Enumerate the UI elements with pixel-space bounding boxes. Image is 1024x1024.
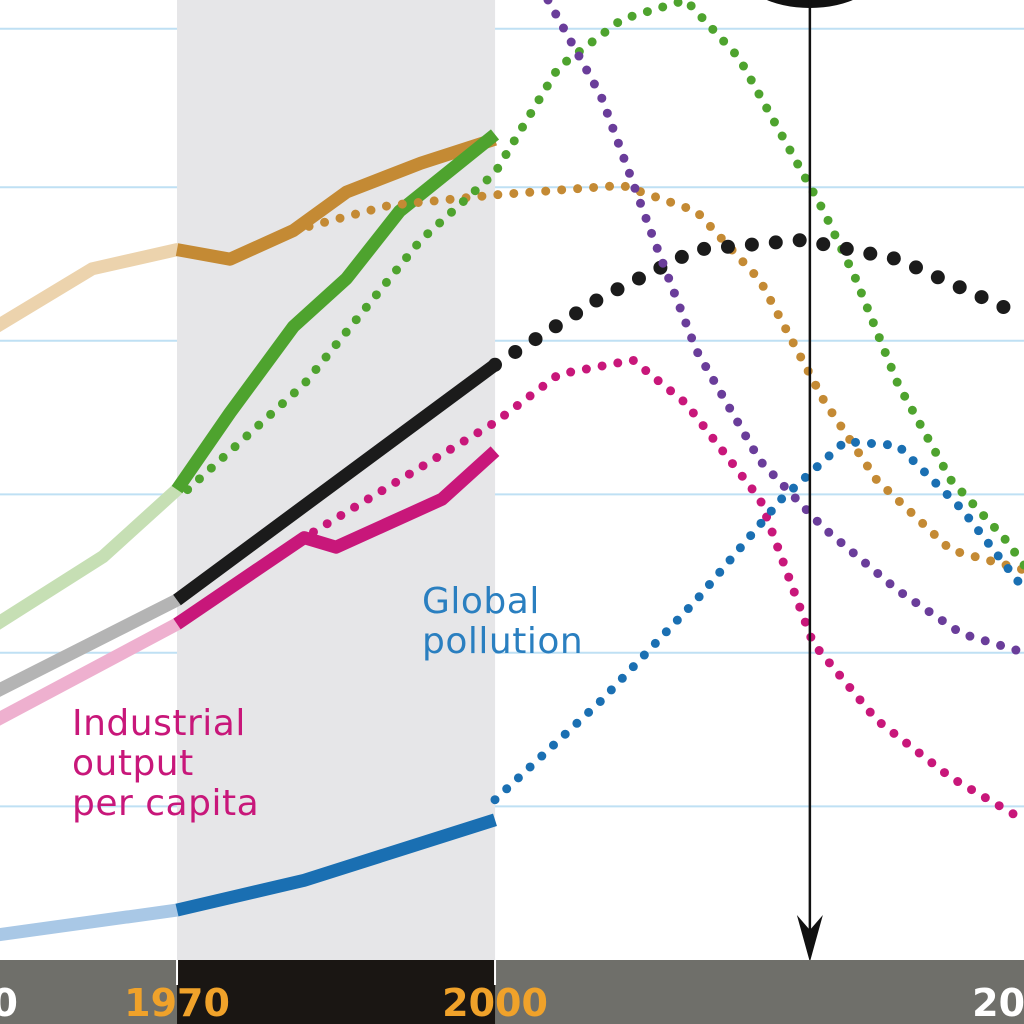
population-historical-line xyxy=(171,129,500,494)
annotation-line: pollution xyxy=(422,621,584,662)
annotation-line: output xyxy=(72,743,194,784)
global-pollution-early-line xyxy=(0,903,184,942)
x-tick-label: 2000 xyxy=(442,981,548,1024)
industrial-output-per-capita-historical-line xyxy=(173,446,500,630)
food-per-capita-projected-line xyxy=(289,180,1024,575)
annotation-line: Global xyxy=(422,581,540,622)
food-per-capita-historical-line xyxy=(175,133,498,266)
series-lines xyxy=(0,0,1024,942)
population-early-line xyxy=(0,483,184,630)
resources-black-early-line xyxy=(0,593,184,697)
marker-arrow xyxy=(766,0,853,962)
arrowhead-icon xyxy=(796,915,823,962)
annotation-line: Industrial xyxy=(72,703,246,744)
industrial-output-per-capita-projected-line xyxy=(267,355,1024,826)
x-tick-label: 2050 xyxy=(972,981,1024,1024)
x-tick-label: 1950 xyxy=(0,981,18,1024)
x-axis-ticks: 1950 1970 2000 2050 xyxy=(0,960,1024,1024)
industrial-output-per-capita-early-line xyxy=(0,617,184,726)
resources-black-historical-line xyxy=(173,359,499,606)
x-axis-bar-shaded xyxy=(177,960,496,1024)
global-pollution-label: Global pollution xyxy=(422,582,583,662)
resources-black-projected-line xyxy=(488,233,1024,372)
purple-series-projected-line xyxy=(543,0,1024,658)
global-pollution-historical-line xyxy=(175,813,497,917)
industrial-output-label: Industrial output per capita xyxy=(72,704,259,824)
x-axis-bar xyxy=(0,960,1024,1024)
x-tick-label: 1970 xyxy=(124,981,230,1024)
annotation-line: per capita xyxy=(72,783,260,824)
food-per-capita-early-line xyxy=(0,243,184,333)
